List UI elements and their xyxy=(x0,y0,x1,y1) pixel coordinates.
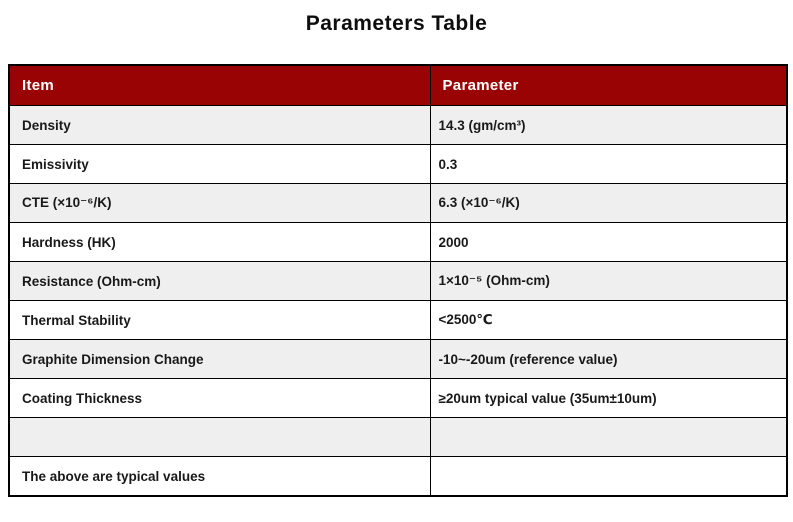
item-cell xyxy=(8,417,431,457)
item-cell: Coating Thickness xyxy=(8,378,431,418)
item-cell: The above are typical values xyxy=(8,456,431,497)
table-row: Thermal Stability <2500℃ xyxy=(8,300,788,340)
table-body: Density 14.3 (gm/cm³) Emissivity 0.3 CTE… xyxy=(8,105,788,497)
page-title: Parameters Table xyxy=(305,12,488,35)
table-row: Resistance (Ohm-cm) 1×10⁻⁵ (Ohm-cm) xyxy=(8,261,788,301)
parameter-cell: -10~-20um (reference value) xyxy=(429,339,788,379)
parameter-cell: 6.3 (×10⁻⁶/K) xyxy=(429,183,788,223)
table-row: Hardness (HK) 2000 xyxy=(8,222,788,262)
parameter-cell: <2500℃ xyxy=(429,300,788,340)
parameter-cell: 14.3 (gm/cm³) xyxy=(429,105,788,145)
item-cell: CTE (×10⁻⁶/K) xyxy=(8,183,431,223)
table-row xyxy=(8,417,788,457)
column-header-item: Item xyxy=(8,64,431,106)
parameter-cell: 2000 xyxy=(429,222,788,262)
parameter-cell: ≥20um typical value (35um±10um) xyxy=(429,378,788,418)
table-row: Density 14.3 (gm/cm³) xyxy=(8,105,788,145)
column-header-parameter: Parameter xyxy=(429,64,788,106)
item-cell: Thermal Stability xyxy=(8,300,431,340)
parameter-cell xyxy=(429,417,788,457)
header-row: Item Parameter xyxy=(8,64,788,106)
item-cell: Graphite Dimension Change xyxy=(8,339,431,379)
parameter-cell xyxy=(429,456,788,497)
parameter-cell: 1×10⁻⁵ (Ohm-cm) xyxy=(429,261,788,301)
table-header: Item Parameter xyxy=(8,64,788,106)
table-row: Graphite Dimension Change -10~-20um (ref… xyxy=(8,339,788,379)
table-row: Emissivity 0.3 xyxy=(8,144,788,184)
parameters-table: Item Parameter Density 14.3 (gm/cm³) Emi… xyxy=(8,64,788,497)
item-cell: Emissivity xyxy=(8,144,431,184)
table-row: The above are typical values xyxy=(8,456,788,497)
table-row: Coating Thickness ≥20um typical value (3… xyxy=(8,378,788,418)
table-row: CTE (×10⁻⁶/K) 6.3 (×10⁻⁶/K) xyxy=(8,183,788,223)
parameter-cell: 0.3 xyxy=(429,144,788,184)
item-cell: Density xyxy=(8,105,431,145)
item-cell: Hardness (HK) xyxy=(8,222,431,262)
item-cell: Resistance (Ohm-cm) xyxy=(8,261,431,301)
